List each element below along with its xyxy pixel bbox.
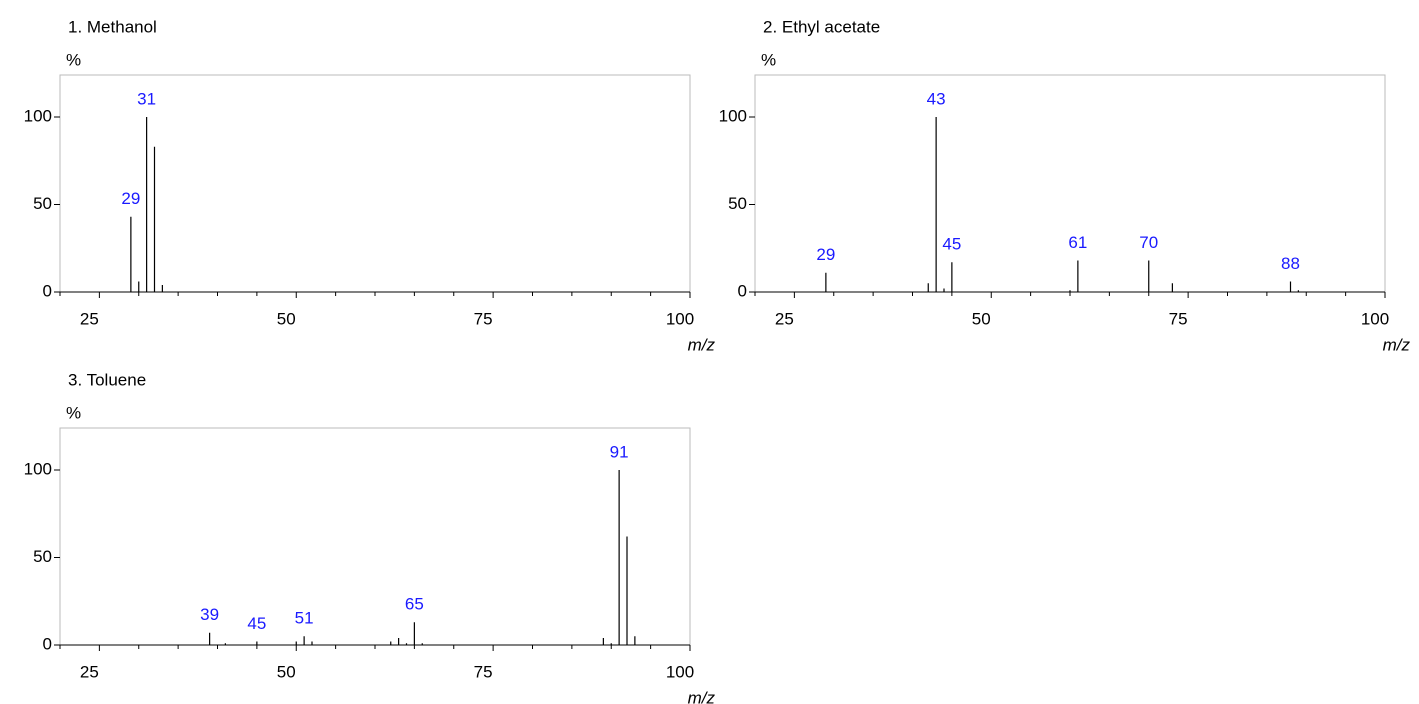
peak-label: 29 [816,245,835,264]
x-tick-label: 75 [1169,309,1188,328]
x-tick-label: 50 [277,309,296,328]
y-tick-label: 0 [738,281,747,300]
y-tick-label: 50 [33,194,52,213]
y-axis-label: % [66,50,81,69]
y-tick-label: 50 [728,194,747,213]
peak-label: 31 [137,89,156,108]
x-tick-label: 75 [474,309,493,328]
x-tick-label: 25 [80,309,99,328]
x-tick-label: 25 [80,662,99,681]
peak-label: 91 [610,442,629,461]
panel-title: 3. Toluene [68,370,146,389]
peak-label: 51 [295,609,314,628]
x-tick-label: 100 [666,662,694,681]
x-tick-label: 75 [474,662,493,681]
y-tick-label: 50 [33,547,52,566]
y-axis-label: % [761,50,776,69]
panel-title: 2. Ethyl acetate [763,17,880,36]
peak-label: 43 [927,89,946,108]
y-tick-label: 100 [719,106,747,125]
peak-label: 45 [942,235,961,254]
x-tick-label: 25 [775,309,794,328]
y-tick-label: 100 [24,459,52,478]
x-tick-label: 50 [972,309,991,328]
x-axis-label: m/z [1383,335,1411,354]
x-axis-label: m/z [688,335,716,354]
y-axis-label: % [66,403,81,422]
y-tick-label: 0 [43,281,52,300]
peak-label: 39 [200,605,219,624]
x-axis-label: m/z [688,688,716,704]
plot-frame [59,427,691,646]
y-tick-label: 0 [43,634,52,653]
peak-label: 45 [247,614,266,633]
peak-label: 70 [1139,233,1158,252]
y-tick-label: 100 [24,106,52,125]
x-tick-label: 50 [277,662,296,681]
peak-label: 61 [1068,233,1087,252]
x-tick-label: 100 [666,309,694,328]
x-tick-label: 100 [1361,309,1389,328]
peak-label: 65 [405,595,424,614]
panel-title: 1. Methanol [68,17,157,36]
peak-label: 29 [121,189,140,208]
peak-label: 88 [1281,254,1300,273]
